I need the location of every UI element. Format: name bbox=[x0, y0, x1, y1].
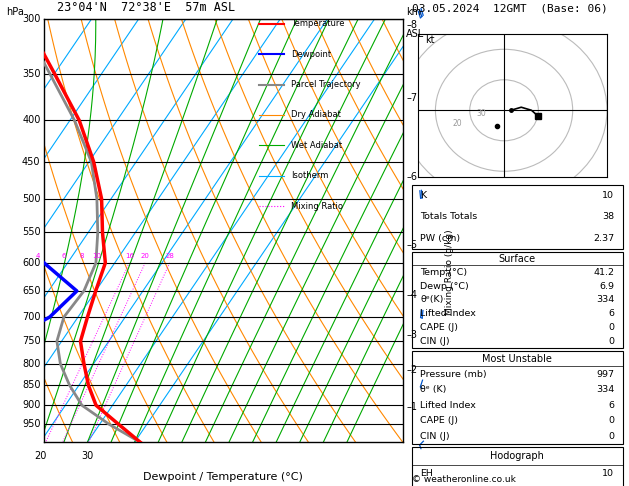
Text: CAPE (J): CAPE (J) bbox=[420, 417, 459, 425]
Text: Dewpoint / Temperature (°C): Dewpoint / Temperature (°C) bbox=[143, 472, 303, 482]
Text: 20: 20 bbox=[453, 119, 462, 127]
Text: K: K bbox=[420, 191, 426, 200]
Text: 997: 997 bbox=[596, 370, 615, 379]
Text: –3: –3 bbox=[406, 330, 417, 340]
Text: 6.9: 6.9 bbox=[599, 281, 615, 291]
Text: 20: 20 bbox=[141, 254, 150, 260]
Text: 10: 10 bbox=[92, 254, 101, 260]
Text: –5: –5 bbox=[406, 240, 417, 250]
Text: 0: 0 bbox=[608, 337, 615, 346]
Text: Isotherm: Isotherm bbox=[291, 172, 329, 180]
Text: 30: 30 bbox=[477, 109, 486, 119]
Text: hPa: hPa bbox=[6, 7, 24, 17]
Text: Hodograph: Hodograph bbox=[491, 451, 544, 461]
Text: –6: –6 bbox=[406, 172, 417, 182]
Text: 750: 750 bbox=[22, 336, 40, 346]
Text: 8: 8 bbox=[80, 254, 84, 260]
Text: –2: –2 bbox=[406, 365, 417, 375]
Text: 900: 900 bbox=[22, 400, 40, 410]
Text: 41.2: 41.2 bbox=[593, 268, 615, 277]
Text: 334: 334 bbox=[596, 385, 615, 394]
Text: –1: –1 bbox=[406, 402, 417, 412]
Text: 350: 350 bbox=[22, 69, 40, 79]
Text: Surface: Surface bbox=[499, 254, 536, 263]
Text: Dry Adiabat: Dry Adiabat bbox=[291, 110, 342, 120]
Text: 650: 650 bbox=[22, 286, 40, 296]
Text: θᵉ(K): θᵉ(K) bbox=[420, 295, 444, 304]
Text: Pressure (mb): Pressure (mb) bbox=[420, 370, 487, 379]
Text: Totals Totals: Totals Totals bbox=[420, 212, 477, 221]
Text: 28: 28 bbox=[165, 254, 174, 260]
Text: 2.37: 2.37 bbox=[593, 234, 615, 243]
Text: ASL: ASL bbox=[406, 29, 424, 39]
Text: 20: 20 bbox=[34, 451, 47, 461]
Text: 03.05.2024  12GMT  (Base: 06): 03.05.2024 12GMT (Base: 06) bbox=[412, 3, 608, 14]
Text: Dewpoint: Dewpoint bbox=[291, 50, 331, 59]
Text: Temperature: Temperature bbox=[291, 19, 345, 28]
Text: 300: 300 bbox=[22, 15, 40, 24]
Text: 500: 500 bbox=[22, 194, 40, 204]
Text: θᵉ (K): θᵉ (K) bbox=[420, 385, 447, 394]
Text: 334: 334 bbox=[596, 295, 615, 304]
Bar bbox=[412, 351, 623, 444]
Text: PW (cm): PW (cm) bbox=[420, 234, 460, 243]
Text: CIN (J): CIN (J) bbox=[420, 432, 450, 441]
Text: 600: 600 bbox=[22, 258, 40, 268]
Bar bbox=[412, 252, 623, 348]
Text: kt: kt bbox=[425, 35, 435, 45]
Text: 950: 950 bbox=[22, 419, 40, 429]
Text: 4: 4 bbox=[36, 254, 40, 260]
Text: 6: 6 bbox=[608, 401, 615, 410]
Text: 6: 6 bbox=[61, 254, 65, 260]
Text: © weatheronline.co.uk: © weatheronline.co.uk bbox=[412, 474, 516, 484]
Text: 0: 0 bbox=[608, 417, 615, 425]
Text: 0: 0 bbox=[608, 432, 615, 441]
Text: Dewp (°C): Dewp (°C) bbox=[420, 281, 469, 291]
Text: 38: 38 bbox=[602, 212, 615, 221]
Text: CIN (J): CIN (J) bbox=[420, 337, 450, 346]
Text: Most Unstable: Most Unstable bbox=[482, 354, 552, 364]
Text: 700: 700 bbox=[22, 312, 40, 322]
Text: EH: EH bbox=[420, 469, 433, 478]
Text: 550: 550 bbox=[22, 227, 40, 237]
Text: Lifted Index: Lifted Index bbox=[420, 309, 476, 318]
Text: –4: –4 bbox=[406, 290, 417, 300]
Text: Parcel Trajectory: Parcel Trajectory bbox=[291, 80, 361, 89]
Text: Wet Adiabat: Wet Adiabat bbox=[291, 141, 343, 150]
Text: 450: 450 bbox=[22, 157, 40, 167]
Text: 10: 10 bbox=[603, 469, 615, 478]
Text: 10: 10 bbox=[603, 191, 615, 200]
Bar bbox=[412, 185, 623, 249]
Text: CAPE (J): CAPE (J) bbox=[420, 323, 459, 332]
Text: 30: 30 bbox=[81, 451, 94, 461]
Text: 0: 0 bbox=[608, 323, 615, 332]
Text: –7: –7 bbox=[406, 93, 417, 103]
Text: Temp (°C): Temp (°C) bbox=[420, 268, 467, 277]
Text: 400: 400 bbox=[22, 116, 40, 125]
Text: Mixing Ratio (g/kg): Mixing Ratio (g/kg) bbox=[445, 229, 454, 315]
Text: –8: –8 bbox=[406, 20, 417, 30]
Text: Lifted Index: Lifted Index bbox=[420, 401, 476, 410]
Bar bbox=[412, 447, 623, 486]
Text: 850: 850 bbox=[22, 380, 40, 390]
Text: 800: 800 bbox=[22, 359, 40, 369]
Text: Mixing Ratio: Mixing Ratio bbox=[291, 202, 343, 211]
Text: km: km bbox=[406, 7, 421, 17]
Text: 23°04'N  72°38'E  57m ASL: 23°04'N 72°38'E 57m ASL bbox=[57, 0, 235, 14]
Text: 6: 6 bbox=[608, 309, 615, 318]
Text: 16: 16 bbox=[125, 254, 134, 260]
